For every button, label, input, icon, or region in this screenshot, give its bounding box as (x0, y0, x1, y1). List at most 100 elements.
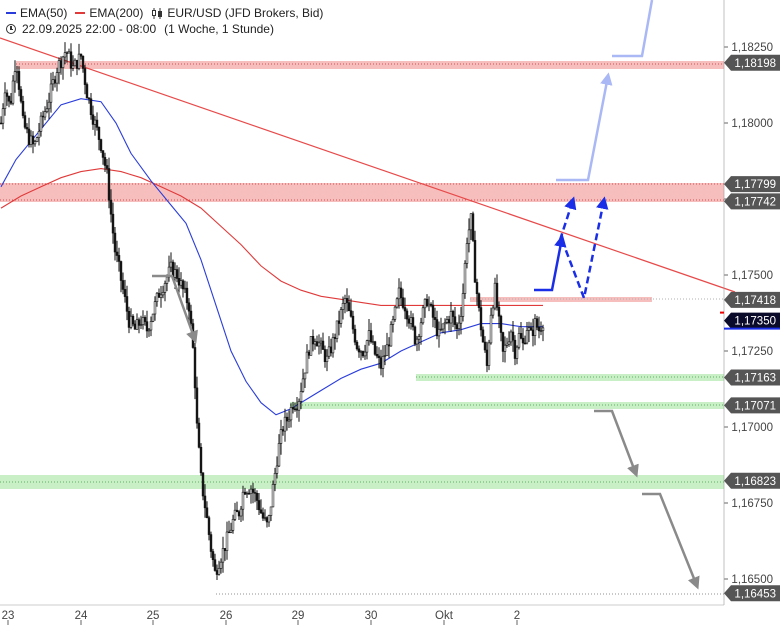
candle (163, 280, 167, 302)
candle (169, 252, 173, 273)
candle (55, 67, 59, 92)
y-tick-label: 1,18250 (731, 42, 773, 54)
candle (103, 152, 107, 172)
candle (109, 189, 113, 223)
candle (401, 288, 405, 310)
candle (533, 314, 537, 346)
candle (69, 43, 73, 77)
price-label-116453: 1,16453 (724, 585, 780, 602)
candle (429, 302, 433, 308)
candle (419, 317, 423, 345)
candle (447, 315, 451, 331)
candle (381, 345, 385, 378)
x-tick-label: 23 (2, 610, 15, 622)
candle (7, 95, 11, 108)
candle (423, 298, 427, 318)
candle (257, 493, 261, 515)
candle (201, 472, 205, 501)
bearish-path-2 (642, 492, 700, 590)
candle (35, 136, 39, 143)
y-tick-label: 1,16750 (731, 498, 773, 510)
downtrend-line (0, 37, 736, 293)
ema50-swatch (6, 12, 16, 14)
candle (475, 278, 479, 306)
candle (341, 296, 345, 320)
candle (393, 306, 397, 322)
candle (31, 131, 35, 154)
candle (85, 82, 89, 99)
candle (487, 339, 491, 371)
candle (391, 315, 395, 333)
candle (43, 106, 47, 121)
candle (115, 240, 119, 263)
candle (27, 117, 31, 148)
candle (359, 350, 363, 361)
candle (515, 345, 519, 365)
candle (53, 75, 57, 88)
candle (337, 310, 341, 336)
bearish-scenario (152, 274, 700, 590)
candle (111, 202, 115, 244)
candle (129, 308, 133, 330)
candle (95, 112, 99, 131)
candle (445, 316, 449, 325)
candle (247, 489, 251, 495)
candle (385, 332, 389, 356)
x-tick-label: 30 (365, 610, 378, 622)
candle (479, 300, 483, 337)
svg-text:1,17350: 1,17350 (734, 316, 776, 328)
candle (137, 317, 141, 334)
candle (437, 321, 441, 348)
y-tick-label: 1,17000 (731, 422, 773, 434)
candle (79, 53, 83, 60)
candle (345, 288, 349, 312)
candle (309, 335, 313, 356)
candle (133, 320, 137, 330)
candle (387, 337, 391, 358)
candle (279, 419, 283, 455)
candle (19, 86, 23, 104)
candle (347, 295, 351, 312)
price-label-117071: 1,17071 (724, 397, 780, 414)
candle (427, 296, 431, 312)
candle (453, 307, 457, 330)
candle (433, 307, 437, 329)
price-label-117163: 1,17163 (724, 369, 780, 386)
candle (179, 272, 183, 289)
candle (119, 260, 123, 293)
price-label-116823: 1,16823 (724, 472, 780, 489)
candle (407, 315, 411, 329)
candle (371, 335, 375, 345)
candle (9, 93, 13, 106)
date-range-label: 22.09.2025 22:00 - 08:00 (22, 22, 157, 36)
candle (93, 116, 97, 136)
candle (1, 103, 5, 130)
candlesticks (0, 42, 545, 580)
candle (469, 213, 473, 240)
legend-row-indicators: EMA(50) EMA(200) EUR/USD (JFD Brokers, B… (6, 5, 323, 21)
candle (77, 43, 81, 71)
candle (89, 93, 93, 120)
ema50-line (0, 98, 543, 416)
candle (333, 333, 337, 350)
candle (369, 322, 373, 344)
candle (83, 64, 87, 95)
candle (313, 338, 317, 350)
candle (485, 341, 489, 373)
candle (37, 123, 41, 146)
candle (351, 310, 355, 334)
candle (61, 55, 65, 80)
candle (203, 484, 207, 518)
price-label-117350: 1,17350 (720, 311, 780, 330)
candle (307, 349, 311, 359)
candle (317, 334, 321, 355)
candle (537, 316, 541, 339)
candle (495, 274, 499, 311)
svg-text:1,16453: 1,16453 (734, 588, 776, 600)
candle (3, 82, 7, 116)
candle (229, 522, 233, 534)
candle (177, 267, 181, 293)
candle (353, 324, 357, 346)
candle (335, 320, 339, 343)
